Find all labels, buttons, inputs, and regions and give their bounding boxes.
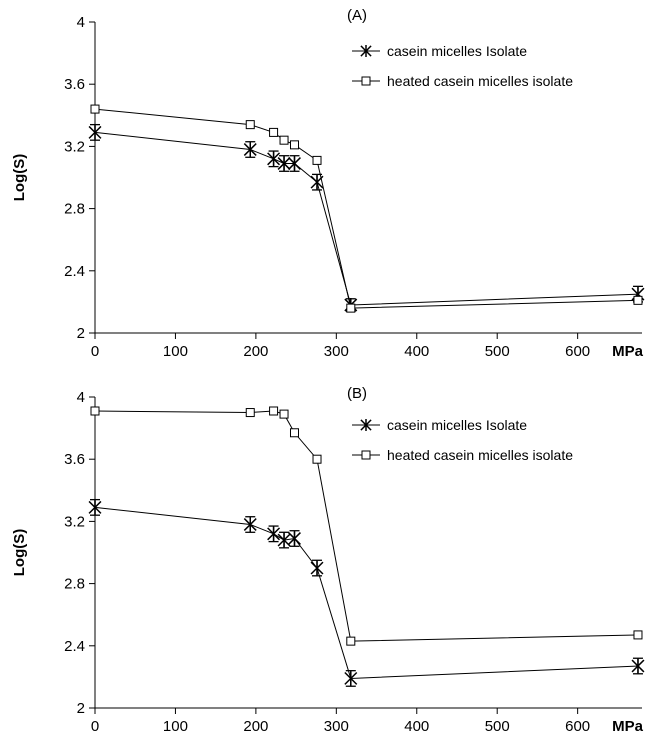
y-tick-label: 4 bbox=[77, 14, 85, 31]
panel-label: (A) bbox=[347, 7, 367, 24]
y-tick-label: 4 bbox=[77, 389, 85, 406]
y-tick-label: 3.2 bbox=[64, 513, 85, 530]
y-tick-label: 3.6 bbox=[64, 76, 85, 93]
data-point bbox=[633, 295, 643, 305]
series-line bbox=[94, 131, 638, 306]
x-tick-label: 400 bbox=[404, 343, 429, 360]
data-point bbox=[312, 155, 322, 165]
y-tick-label: 2.8 bbox=[64, 576, 85, 593]
x-tick-label: 0 bbox=[91, 718, 99, 735]
data-point bbox=[88, 500, 102, 515]
x-tick-label: 300 bbox=[324, 343, 349, 360]
series-line bbox=[94, 108, 638, 309]
data-point bbox=[344, 671, 358, 686]
data-point bbox=[288, 156, 301, 171]
legend-label: casein micelles Isolate bbox=[387, 43, 527, 59]
data-point bbox=[631, 659, 645, 674]
y-tick-label: 2.4 bbox=[64, 638, 85, 655]
data-point bbox=[279, 135, 289, 145]
y-tick-label: 3.2 bbox=[64, 138, 85, 155]
x-tick-label: 300 bbox=[324, 718, 349, 735]
x-tick-label: 200 bbox=[243, 343, 268, 360]
x-tick-label: 200 bbox=[243, 718, 268, 735]
legend-marker bbox=[360, 45, 372, 57]
data-point bbox=[289, 428, 299, 438]
x-axis-title: MPa bbox=[612, 343, 644, 360]
data-point bbox=[289, 140, 299, 150]
data-point bbox=[245, 408, 255, 418]
data-point bbox=[245, 120, 255, 130]
data-point bbox=[269, 406, 279, 416]
data-point bbox=[310, 561, 324, 576]
data-point bbox=[267, 151, 281, 166]
data-point bbox=[277, 533, 291, 548]
x-tick-label: 400 bbox=[404, 718, 429, 735]
data-point bbox=[243, 142, 257, 157]
series-heated bbox=[90, 406, 643, 646]
y-tick-label: 2.8 bbox=[64, 201, 85, 218]
data-point bbox=[243, 517, 257, 532]
legend-label: casein micelles Isolate bbox=[387, 417, 527, 433]
chart-panel-b: 2 2.4 2.8 3.2 3.6 4 0 100 200 300 400 500 600 MPa Log(… bbox=[11, 385, 645, 735]
series-casein bbox=[88, 498, 645, 687]
series-line bbox=[94, 506, 638, 679]
legend-entry: heated casein micelles isolate bbox=[352, 447, 573, 463]
x-tick-label: 600 bbox=[565, 343, 590, 360]
series-line bbox=[94, 410, 638, 642]
legend-marker bbox=[361, 76, 371, 86]
y-tick-label: 2 bbox=[77, 325, 85, 342]
series-casein bbox=[88, 123, 645, 313]
x-tick-label: 600 bbox=[565, 718, 590, 735]
x-tick-label: 500 bbox=[485, 718, 510, 735]
y-tick-label: 2.4 bbox=[64, 263, 85, 280]
legend-marker bbox=[361, 450, 371, 460]
legend-label: heated casein micelles isolate bbox=[387, 447, 573, 463]
data-point bbox=[269, 127, 279, 137]
data-point bbox=[312, 454, 322, 464]
data-point bbox=[277, 156, 291, 171]
chart-panel-a: 2 2.4 2.8 3.2 3.6 4 0 100 200 300 400 500 600 MPa Log(… bbox=[11, 7, 645, 360]
legend-entry: heated casein micelles isolate bbox=[352, 73, 573, 89]
data-point bbox=[346, 303, 356, 313]
data-point bbox=[288, 531, 301, 546]
legend-entry: casein micelles Isolate bbox=[352, 417, 527, 433]
data-point bbox=[90, 104, 100, 114]
panel-label: (B) bbox=[347, 385, 367, 402]
data-point bbox=[90, 406, 100, 416]
y-tick-label: 3.6 bbox=[64, 451, 85, 468]
x-tick-label: 500 bbox=[485, 343, 510, 360]
legend-label: heated casein micelles isolate bbox=[387, 73, 573, 89]
data-point bbox=[88, 125, 102, 140]
x-tick-label: 0 bbox=[91, 343, 99, 360]
x-tick-label: 100 bbox=[163, 718, 188, 735]
data-point bbox=[346, 636, 356, 646]
y-axis-title: Log(S) bbox=[11, 154, 28, 201]
legend-entry: casein micelles Isolate bbox=[352, 43, 527, 59]
data-point bbox=[267, 526, 281, 541]
data-point bbox=[279, 409, 289, 419]
data-point bbox=[633, 630, 643, 640]
x-axis-title: MPa bbox=[612, 718, 644, 735]
y-tick-label: 2 bbox=[77, 700, 85, 717]
x-tick-label: 100 bbox=[163, 343, 188, 360]
y-axis-title: Log(S) bbox=[11, 529, 28, 576]
series-heated bbox=[90, 104, 643, 313]
legend-marker bbox=[360, 419, 372, 431]
